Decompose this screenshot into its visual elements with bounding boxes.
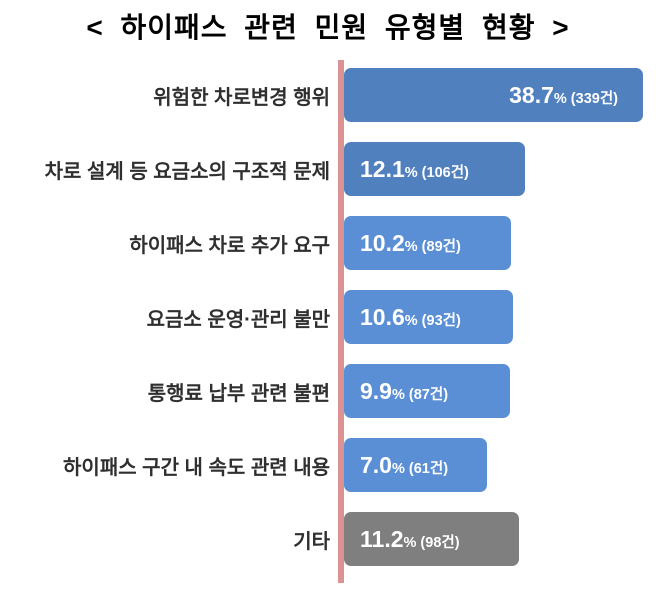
bar-count-value: % (87건): [391, 387, 449, 403]
bar: 12.1% (106건): [344, 142, 525, 196]
chart-row: 하이패스 차로 추가 요구 10.2% (89건): [0, 216, 656, 270]
bar-count-value: % (339건): [553, 91, 618, 107]
chart-row: 차로 설계 등 요금소의 구조적 문제 12.1% (106건): [0, 142, 656, 196]
bar: 7.0% (61건): [344, 438, 487, 492]
chart-row: 통행료 납부 관련 불편 9.9% (87건): [0, 364, 656, 418]
bar-percent-value: 38.7: [509, 82, 554, 108]
category-label: 통행료 납부 관련 불편: [147, 382, 330, 405]
chart-row: 위험한 차로변경 행위 38.7% (339건): [0, 68, 656, 122]
bar-percent-value: 11.2: [360, 526, 404, 552]
bar-count-value: % (106건): [404, 165, 469, 181]
bar: 10.6% (93건): [344, 290, 513, 344]
category-label: 차로 설계 등 요금소의 구조적 문제: [44, 160, 330, 183]
category-label: 하이패스 구간 내 속도 관련 내용: [63, 456, 330, 479]
chart-row: 하이패스 구간 내 속도 관련 내용 7.0% (61건): [0, 438, 656, 492]
bar-percent-value: 10.2: [360, 230, 405, 256]
chart-title: < 하이패스 관련 민원 유형별 현황 >: [86, 12, 570, 43]
bar: 11.2% (98건): [344, 512, 519, 566]
bar-chart: 위험한 차로변경 행위 38.7% (339건) 차로 설계 등 요금소의 구조…: [0, 60, 656, 586]
category-label: 요금소 운영·관리 불만: [146, 308, 330, 331]
bar-count-value: % (98건): [403, 535, 460, 551]
bar-count-value: % (61건): [391, 461, 449, 477]
bar-percent-value: 9.9: [360, 378, 392, 404]
bar: 9.9% (87건): [344, 364, 510, 418]
chart-row: 기타 11.2% (98건): [0, 512, 656, 566]
bar-percent-value: 10.6: [360, 304, 405, 330]
bar: 10.2% (89건): [344, 216, 511, 270]
bar-count-value: % (89건): [404, 239, 461, 255]
bar-percent-value: 12.1: [360, 156, 405, 182]
chart-row: 요금소 운영·관리 불만 10.6% (93건): [0, 290, 656, 344]
value-axis-line: [338, 60, 344, 583]
bar-percent-value: 7.0: [360, 452, 392, 478]
bar: 38.7% (339건): [344, 68, 643, 122]
bar-count-value: % (93건): [404, 313, 461, 329]
category-label: 하이패스 차로 추가 요구: [129, 234, 330, 257]
category-label: 기타: [293, 530, 330, 553]
category-label: 위험한 차로변경 행위: [153, 86, 330, 109]
